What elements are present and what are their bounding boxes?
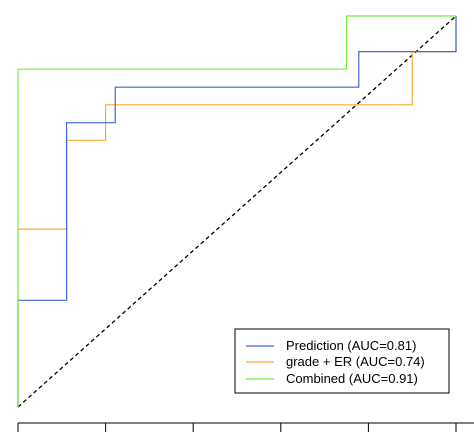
series-line-0	[17, 16, 457, 407]
legend-box	[234, 328, 450, 394]
legend-label-combined: Combined (AUC=0.91)	[286, 371, 418, 386]
series-line-2	[17, 15, 456, 407]
legend-label-prediction: Prediction (AUC=0.81)	[286, 338, 416, 353]
legend-label-grade-er: grade + ER (AUC=0.74)	[286, 354, 425, 369]
legend: Prediction (AUC=0.81) grade + ER (AUC=0.…	[234, 328, 450, 394]
